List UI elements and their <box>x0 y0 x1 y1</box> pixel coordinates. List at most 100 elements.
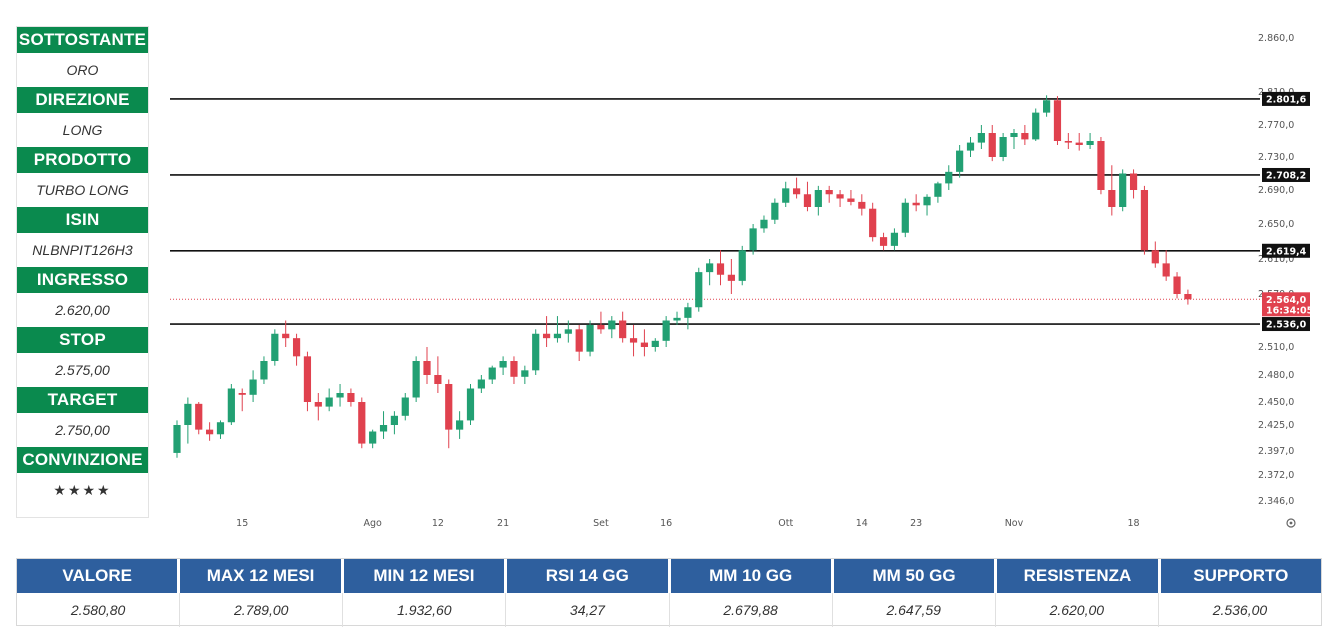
candle-body <box>890 232 899 246</box>
candle-body <box>977 133 985 143</box>
x-tick-label: 12 <box>432 518 444 529</box>
candle-body <box>445 384 453 430</box>
y-tick-label: 2.480,0 <box>1258 370 1294 381</box>
candle-body <box>966 142 975 151</box>
candle-body <box>271 333 279 361</box>
panel-label-2: PRODOTTO <box>17 147 148 173</box>
stats-value-row: 2.580,80 2.789,00 1.932,60 34,27 2.679,88 2.6… <box>17 593 1321 627</box>
candle-body <box>369 431 377 444</box>
y-tick-label: 2.770,0 <box>1258 120 1294 131</box>
table-value-0: 2.580,80 <box>17 593 181 627</box>
table-value-6: 2.620,00 <box>996 593 1159 627</box>
candle-body <box>945 171 953 184</box>
level-tag-3 <box>1262 317 1310 332</box>
candle-body <box>695 272 703 308</box>
candle-body <box>564 329 572 334</box>
y-tick-label: 2.610,0 <box>1258 254 1294 265</box>
table-header-3: RSI 14 GG <box>507 559 671 593</box>
candle-body <box>738 250 746 281</box>
current-price-time: 16:34:05 <box>1266 305 1313 316</box>
table-header-1: MAX 12 MESI <box>180 559 344 593</box>
candle-body <box>173 425 181 453</box>
y-tick-label: 2.425,0 <box>1258 420 1294 431</box>
candle-body <box>1173 276 1181 294</box>
table-header-0: VALORE <box>17 559 181 593</box>
candle-body <box>749 228 757 251</box>
conviction-stars: ★★★★ <box>53 482 112 498</box>
candle-body <box>901 202 909 233</box>
candle-body <box>879 237 888 246</box>
table-header-5: MM 50 GG <box>833 559 998 593</box>
candle-body <box>227 388 235 423</box>
x-tick-label: 21 <box>497 518 509 529</box>
level-label-1: 2.708,2 <box>1266 170 1306 181</box>
candle-body <box>586 324 594 352</box>
candle-body <box>847 198 855 202</box>
level-tag-0 <box>1262 91 1310 106</box>
candle-body <box>336 393 344 398</box>
candle-body <box>195 403 203 430</box>
candle-body <box>934 183 942 197</box>
table-header-6: RESISTENZA <box>997 559 1161 593</box>
candle-body <box>260 361 268 380</box>
candle-body <box>1086 141 1094 145</box>
table-header-2: MIN 12 MESI <box>343 559 508 593</box>
candle-body <box>314 402 322 407</box>
x-tick-label: Ago <box>363 518 382 529</box>
panel-label-6: TARGET <box>17 387 148 413</box>
candle-body <box>706 263 714 273</box>
current-price-label: 2.564,0 <box>1266 295 1307 306</box>
candle-body <box>771 202 779 220</box>
candle-body <box>803 194 812 207</box>
candle-body <box>358 402 366 444</box>
candle-body <box>1162 263 1170 277</box>
candle-body <box>956 150 964 172</box>
candle-body <box>912 202 920 206</box>
candle-body <box>1021 133 1029 140</box>
y-tick-label: 2.346,0 <box>1258 496 1294 507</box>
y-tick-label: 2.730,0 <box>1258 152 1294 163</box>
table-value-3: 34,27 <box>506 593 670 627</box>
candle-body <box>619 320 627 339</box>
candle-body <box>216 422 225 435</box>
candle-body <box>1032 112 1040 140</box>
candle-body <box>673 317 681 321</box>
candle-body <box>640 342 649 347</box>
candle-body <box>542 333 551 339</box>
candle-body <box>401 397 409 416</box>
panel-label-4: INGRESSO <box>17 267 148 293</box>
panel-value-0: ORO <box>66 62 99 78</box>
panel-value-1: LONG <box>62 122 103 138</box>
panel-label-7: CONVINZIONE <box>17 447 148 473</box>
candle-body <box>1053 100 1062 141</box>
candle-body <box>249 379 257 395</box>
candle-body <box>684 307 692 318</box>
info-panel: SOTTOSTANTE ORO DIREZIONE LONG PRODOTTO TURBO… <box>16 26 149 518</box>
panel-label-0: SOTTOSTANTE <box>17 27 148 53</box>
candle-body <box>792 188 801 195</box>
table-value-4: 2.679,88 <box>670 593 833 627</box>
candle-body <box>988 133 996 157</box>
candle-body <box>292 338 301 357</box>
candle-body <box>782 188 790 203</box>
panel-label-1: DIREZIONE <box>17 87 148 113</box>
candle-body <box>1064 141 1072 143</box>
candle-body <box>466 388 475 421</box>
candle-body <box>238 393 246 395</box>
candle-body <box>206 429 214 435</box>
candle-body <box>651 340 659 347</box>
candle-body <box>836 194 844 199</box>
panel-value-4: 2.620,00 <box>55 302 110 318</box>
y-tick-label: 2.510,0 <box>1258 342 1294 353</box>
table-header-7: SUPPORTO <box>1160 559 1321 593</box>
candle-body <box>499 361 507 368</box>
candle-body <box>184 403 192 425</box>
level-tag-2 <box>1262 243 1310 258</box>
candle-body <box>303 356 312 402</box>
candle-body <box>608 320 616 330</box>
gear-icon <box>1286 518 1296 528</box>
candle-body <box>575 329 583 352</box>
candle-body <box>347 393 355 402</box>
panel-value-3: NLBNPIT126H3 <box>32 242 133 258</box>
candle-body <box>390 415 398 425</box>
